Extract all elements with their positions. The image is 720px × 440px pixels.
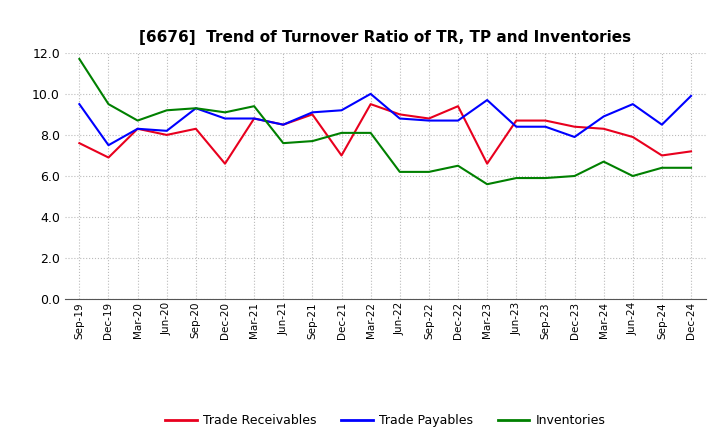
Legend: Trade Receivables, Trade Payables, Inventories: Trade Receivables, Trade Payables, Inven… — [161, 409, 610, 432]
Title: [6676]  Trend of Turnover Ratio of TR, TP and Inventories: [6676] Trend of Turnover Ratio of TR, TP… — [139, 29, 631, 45]
